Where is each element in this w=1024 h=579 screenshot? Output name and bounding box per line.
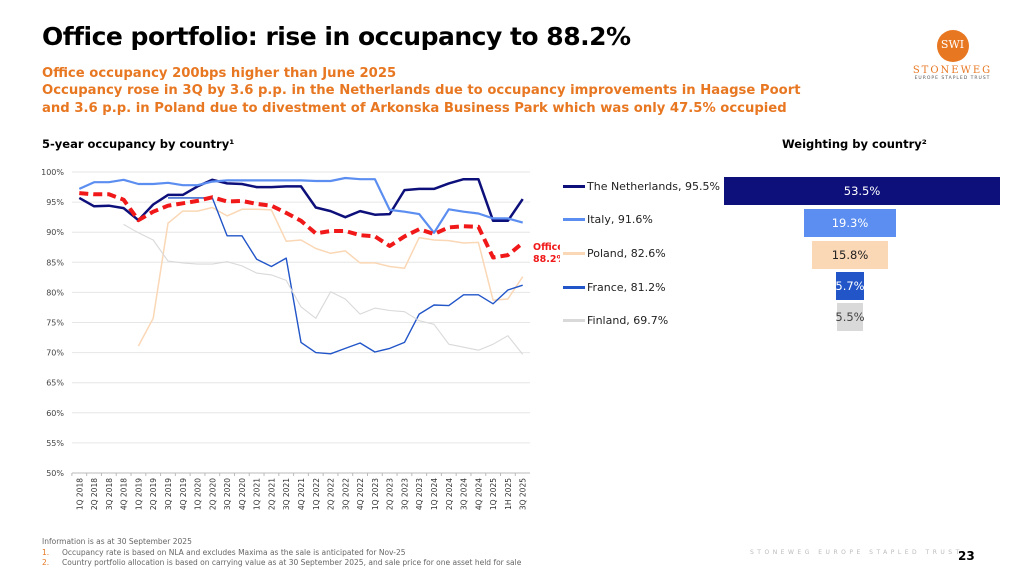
x-tick-label: 3Q 2021 bbox=[282, 478, 291, 510]
x-tick-label: 3Q 2019 bbox=[164, 478, 173, 510]
x-tick-label: 2Q 2019 bbox=[149, 478, 158, 510]
series-line-france bbox=[168, 197, 523, 355]
y-tick-label: 50% bbox=[46, 469, 64, 478]
legend-swatch bbox=[563, 286, 585, 289]
x-tick-label: 4Q 2019 bbox=[179, 478, 188, 510]
logo-name: STONEWEG bbox=[912, 65, 993, 76]
x-tick-label: 2Q 2023 bbox=[386, 478, 395, 510]
legend-item-netherlands: The Netherlands, 95.5% bbox=[563, 180, 720, 193]
subtitle-line-3: and 3.6 p.p. in Poland due to divestment… bbox=[42, 101, 787, 116]
legend-item-france: France, 81.2% bbox=[563, 281, 666, 294]
series-line-netherlands bbox=[78, 177, 524, 223]
x-tick-label: 2Q 2024 bbox=[445, 478, 454, 510]
x-tick-label: 4Q 2021 bbox=[297, 478, 306, 510]
office-series-label: Office bbox=[533, 242, 560, 253]
funnel-bar-label: 5.5% bbox=[835, 310, 865, 324]
subtitle-line-2: Occupancy rose in 3Q by 3.6 p.p. in the … bbox=[42, 83, 801, 98]
x-tick-label: 4Q 2020 bbox=[238, 478, 247, 510]
stoneweg-logo: SWI STONEWEG EUROPE STAPLED TRUST bbox=[895, 30, 1010, 81]
legend-swatch bbox=[563, 185, 585, 188]
legend-label: The Netherlands, 95.5% bbox=[587, 180, 720, 193]
legend-item-poland: Poland, 82.6% bbox=[563, 247, 666, 260]
x-tick-label: 3Q 2024 bbox=[460, 478, 469, 510]
swi-logo-mark: SWI bbox=[936, 30, 969, 62]
funnel-bar-italy: 19.3% bbox=[804, 209, 896, 237]
x-tick-label: 3Q 2023 bbox=[400, 478, 409, 510]
footnote-2-text: Country portfolio allocation is based on… bbox=[62, 558, 522, 567]
series-line-finland bbox=[123, 223, 524, 355]
x-tick-label: 1Q 2019 bbox=[134, 478, 143, 510]
legend-label: Finland, 69.7% bbox=[587, 314, 669, 327]
footnote-1: 1. Occupancy rate is based on NLA and exc… bbox=[42, 548, 406, 557]
office-series-label: 88.2% bbox=[533, 254, 560, 265]
series-line-office bbox=[79, 191, 524, 260]
occupancy-line-chart: 50% 55% 60% 65% 70% 75% 80% 85% 90% 95% 100% 1Q 201… bbox=[41, 168, 560, 510]
x-tick-label: 1Q 2025 bbox=[489, 478, 498, 510]
legend-swatch bbox=[563, 252, 585, 255]
slide-title: Office portfolio: rise in occupancy to 8… bbox=[42, 22, 631, 51]
legend-swatch bbox=[563, 218, 585, 221]
logo-tagline: EUROPE STAPLED TRUST bbox=[914, 76, 991, 81]
x-tick-label: 3Q 2020 bbox=[223, 478, 232, 510]
x-tick-label: 2Q 2022 bbox=[327, 478, 336, 510]
x-tick-label: 2Q 2018 bbox=[90, 478, 99, 510]
legend-item-italy: Italy, 91.6% bbox=[563, 213, 653, 226]
y-tick-label: 80% bbox=[46, 288, 64, 297]
y-tick-label: 85% bbox=[46, 258, 64, 267]
funnel-bar-netherlands: 53.5% bbox=[724, 177, 1001, 205]
x-tick-label: 3Q 2022 bbox=[341, 478, 350, 510]
funnel-bar-label: 19.3% bbox=[831, 216, 869, 230]
y-tick-label: 90% bbox=[46, 228, 64, 237]
y-tick-label: 100% bbox=[41, 168, 64, 177]
funnel-chart-title: Weighting by country² bbox=[782, 137, 927, 151]
funnel-bar-poland: 15.8% bbox=[812, 241, 888, 269]
y-tick-label: 75% bbox=[46, 319, 64, 328]
x-tick-label: 4Q 2023 bbox=[415, 478, 424, 510]
footnote-2-number: 2. bbox=[42, 558, 50, 567]
y-tick-label: 60% bbox=[46, 409, 64, 418]
page-number: 23 bbox=[958, 549, 975, 563]
x-tick-label: 2Q 2020 bbox=[208, 478, 217, 510]
x-tick-label: 1Q 2018 bbox=[75, 478, 84, 510]
x-tick-label: 2Q 2021 bbox=[267, 478, 276, 510]
x-tick-label: 1Q 2022 bbox=[312, 478, 321, 510]
footnote-2: 2. Country portfolio allocation is based … bbox=[42, 558, 521, 567]
x-tick-label: 1Q 2023 bbox=[371, 478, 380, 510]
series-line-poland bbox=[137, 206, 524, 347]
footnote-info: Information is as at 30 September 2025 bbox=[42, 537, 192, 546]
funnel-bar-label: 5.7% bbox=[835, 279, 865, 293]
y-tick-label: 55% bbox=[46, 439, 64, 448]
x-tick-label: 1Q 2020 bbox=[194, 478, 203, 510]
footer-brand: STONEWEG EUROPE STAPLED TRUST bbox=[750, 549, 963, 556]
x-tick-label: 4Q 2018 bbox=[120, 478, 129, 510]
legend-item-finland: Finland, 69.7% bbox=[563, 314, 668, 327]
footnote-1-number: 1. bbox=[42, 548, 50, 557]
y-tick-label: 70% bbox=[46, 349, 64, 358]
series-line-italy bbox=[78, 176, 524, 234]
legend-swatch bbox=[563, 319, 585, 322]
legend-label: Italy, 91.6% bbox=[587, 213, 653, 226]
funnel-bar-finland: 5.5% bbox=[835, 303, 865, 331]
subtitle-line-1: Office occupancy 200bps higher than June… bbox=[42, 66, 397, 81]
legend-label: Poland, 82.6% bbox=[587, 247, 666, 260]
funnel-bar-france: 5.7% bbox=[835, 272, 865, 300]
x-tick-label: 1Q 2021 bbox=[253, 478, 262, 510]
legend-label: France, 81.2% bbox=[587, 281, 666, 294]
funnel-bar-label: 15.8% bbox=[831, 248, 869, 262]
y-tick-label: 95% bbox=[46, 198, 64, 207]
x-tick-label: 4Q 2024 bbox=[474, 478, 483, 510]
x-tick-label: 1H 2025 bbox=[504, 478, 513, 510]
x-tick-label: 3Q 2025 bbox=[519, 478, 528, 510]
y-tick-label: 65% bbox=[46, 379, 64, 388]
x-tick-label: 1Q 2024 bbox=[430, 478, 439, 510]
x-tick-label: 4Q 2022 bbox=[356, 478, 365, 510]
line-chart-title: 5-year occupancy by country¹ bbox=[42, 137, 235, 151]
x-tick-label: 3Q 2018 bbox=[105, 478, 114, 510]
funnel-bar-label: 53.5% bbox=[843, 184, 881, 198]
footnote-1-text: Occupancy rate is based on NLA and exclu… bbox=[62, 548, 406, 557]
